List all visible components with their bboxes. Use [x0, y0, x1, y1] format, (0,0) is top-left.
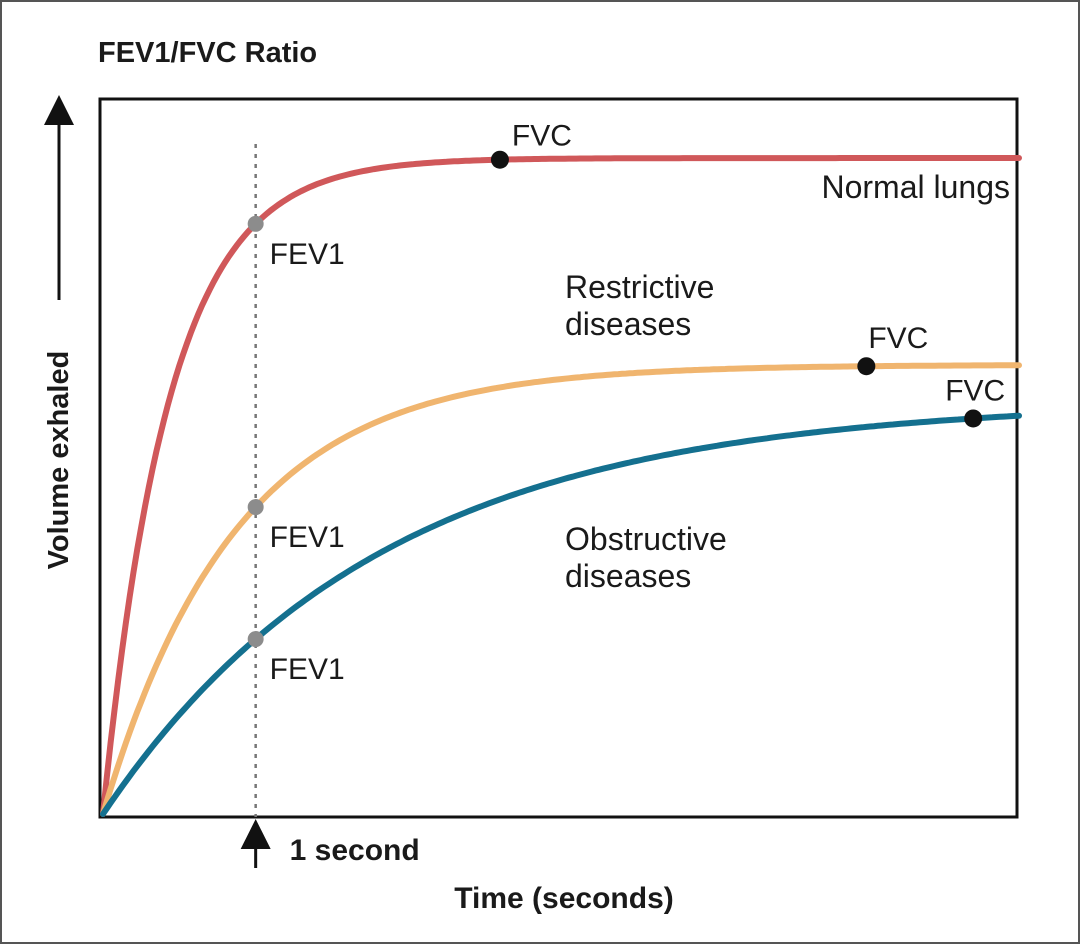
obstructive-fev1-point — [247, 631, 264, 648]
y-axis-label: Volume exhaled — [43, 351, 75, 570]
plot-frame — [98, 97, 1019, 819]
normal-fvc-label: FVC — [512, 120, 572, 153]
normal-curve — [100, 155, 1022, 817]
normal-fev1-point — [247, 215, 264, 232]
restrictive-series-label: Restrictive diseases — [565, 269, 714, 342]
normal-fvc-point — [490, 150, 509, 169]
one-second-label: 1 second — [290, 834, 420, 867]
normal-fev1-label: FEV1 — [270, 238, 345, 271]
restrictive-curve — [100, 362, 1022, 817]
obstructive-curve — [100, 412, 1022, 817]
obstructive-fvc-point — [964, 409, 983, 428]
restrictive-fev1-label: FEV1 — [270, 521, 345, 554]
chart-title: FEV1/FVC Ratio — [98, 37, 317, 69]
x-axis-label: Time (seconds) — [454, 882, 674, 915]
normal-series-label: Normal lungs — [821, 169, 1010, 205]
series-layer: FEV1 FVC Normal lungs FEV1 FVC Restrictive dis… — [100, 120, 1022, 817]
obstructive-series-label: Obstructive diseases — [565, 521, 727, 594]
obstructive-fev1-label: FEV1 — [270, 653, 345, 686]
restrictive-fvc-point — [857, 357, 876, 376]
restrictive-fev1-point — [247, 499, 264, 516]
restrictive-fvc-label: FVC — [868, 322, 928, 355]
obstructive-fvc-label: FVC — [945, 374, 1005, 407]
